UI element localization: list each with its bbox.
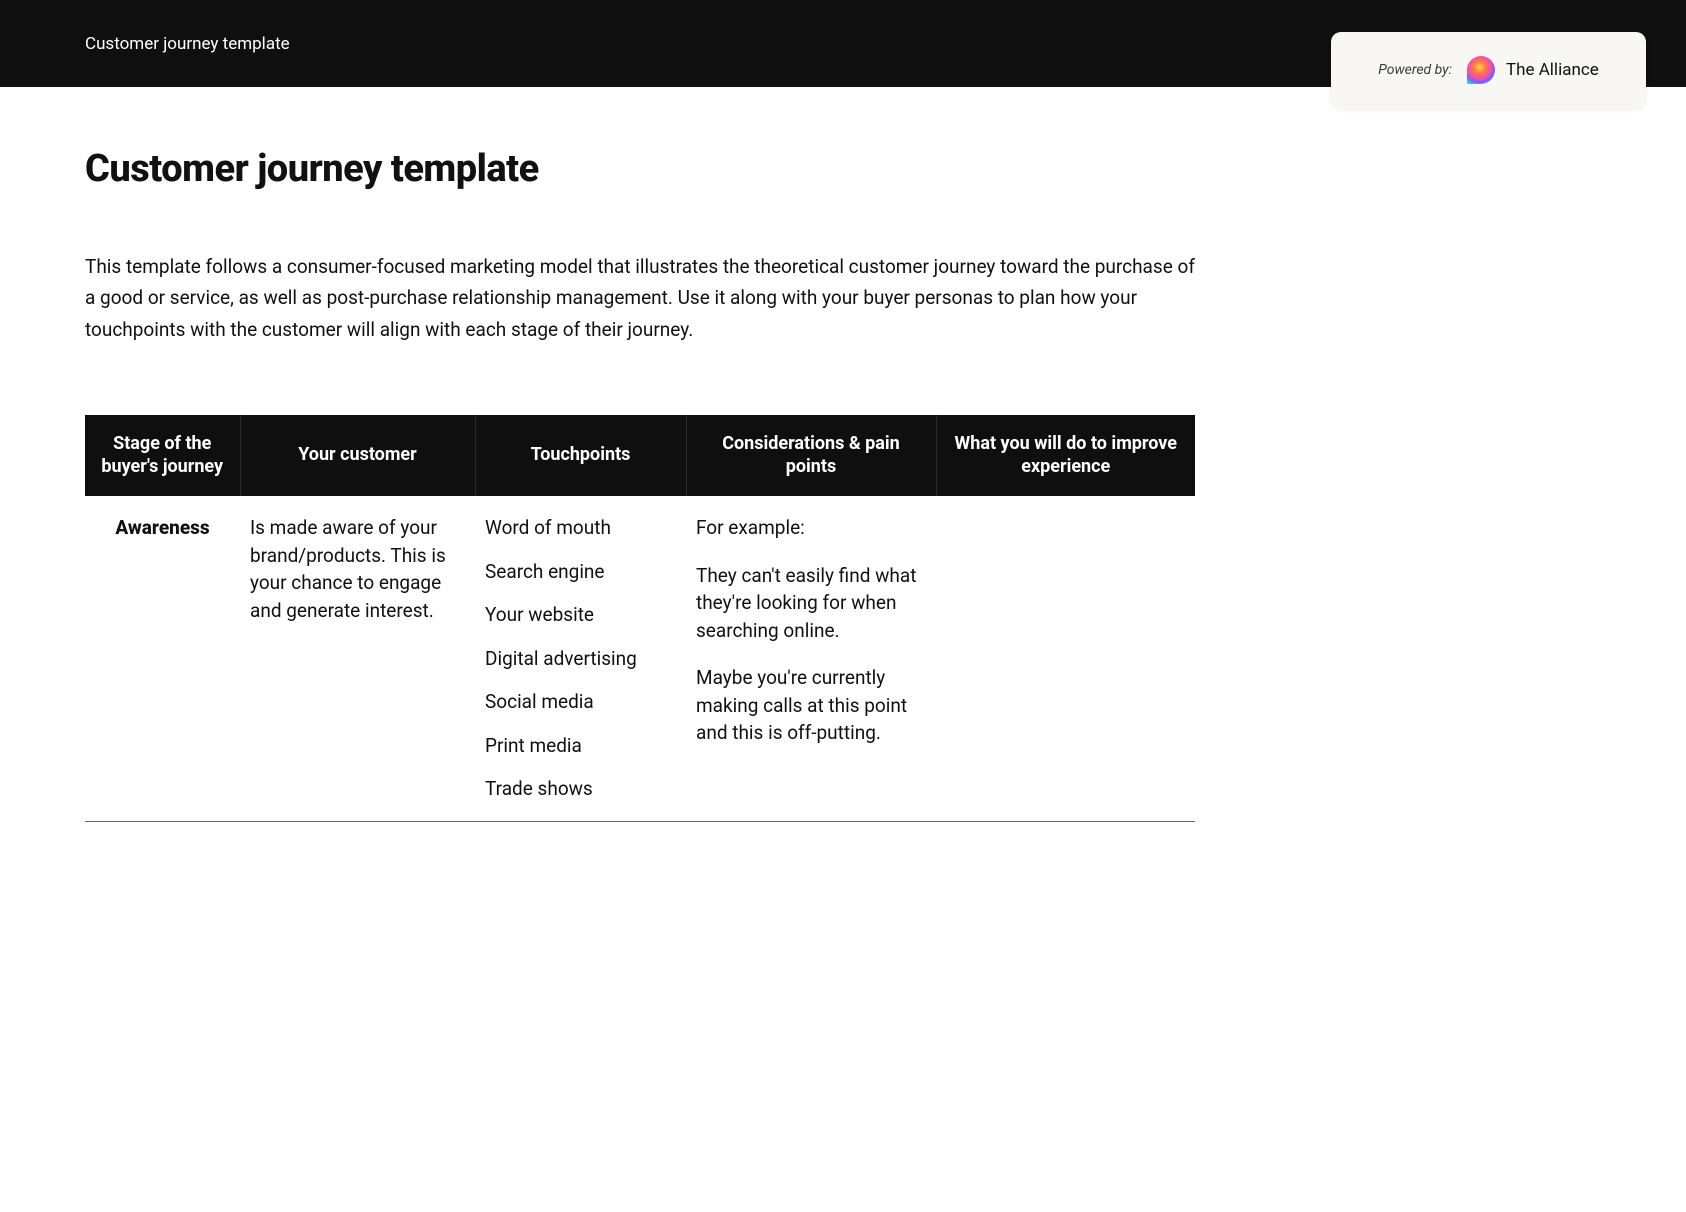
touchpoint-item: Word of mouth — [485, 514, 676, 542]
touchpoint-item: Digital advertising — [485, 645, 676, 673]
touchpoint-item: Print media — [485, 732, 676, 760]
touchpoint-item: Trade shows — [485, 775, 676, 803]
col-header-stage: Stage of the buyer's journey — [85, 415, 240, 496]
page-intro: This template follows a consumer-focused… — [85, 251, 1195, 345]
considerations-block: For example: They can't easily find what… — [696, 514, 926, 747]
col-header-considerations: Considerations & pain points — [686, 415, 936, 496]
considerations-para: Maybe you're currently making calls at t… — [696, 664, 926, 747]
cell-customer: Is made aware of your brand/products. Th… — [240, 496, 475, 821]
touchpoints-list: Word of mouth Search engine Your website… — [485, 514, 676, 803]
cell-touchpoints: Word of mouth Search engine Your website… — [475, 496, 686, 821]
alliance-logo-icon — [1466, 55, 1496, 85]
considerations-intro: For example: — [696, 514, 926, 542]
touchpoint-item: Social media — [485, 688, 676, 716]
considerations-para: They can't easily find what they're look… — [696, 562, 926, 645]
cell-stage: Awareness — [85, 496, 240, 821]
page-title: Customer journey template — [85, 147, 1195, 191]
table-row: Awareness Is made aware of your brand/pr… — [85, 496, 1195, 821]
col-header-improve: What you will do to improve experience — [936, 415, 1195, 496]
journey-table: Stage of the buyer's journey Your custom… — [85, 415, 1195, 822]
touchpoint-item: Search engine — [485, 558, 676, 586]
topbar: Customer journey template Powered by: Th… — [0, 0, 1686, 87]
cell-improve — [936, 496, 1195, 821]
touchpoint-item: Your website — [485, 601, 676, 629]
col-header-customer: Your customer — [240, 415, 475, 496]
topbar-title: Customer journey template — [85, 34, 290, 54]
powered-by-label: Powered by: — [1378, 62, 1452, 78]
page-content: Customer journey template This template … — [0, 87, 1280, 822]
col-header-touchpoints: Touchpoints — [475, 415, 686, 496]
cell-considerations: For example: They can't easily find what… — [686, 496, 936, 821]
alliance-brand-name: The Alliance — [1506, 60, 1599, 80]
table-header-row: Stage of the buyer's journey Your custom… — [85, 415, 1195, 496]
alliance-logo: The Alliance — [1466, 55, 1599, 85]
stage-label: Awareness — [95, 514, 230, 542]
powered-by-card: Powered by: The Alliance — [1331, 32, 1646, 108]
